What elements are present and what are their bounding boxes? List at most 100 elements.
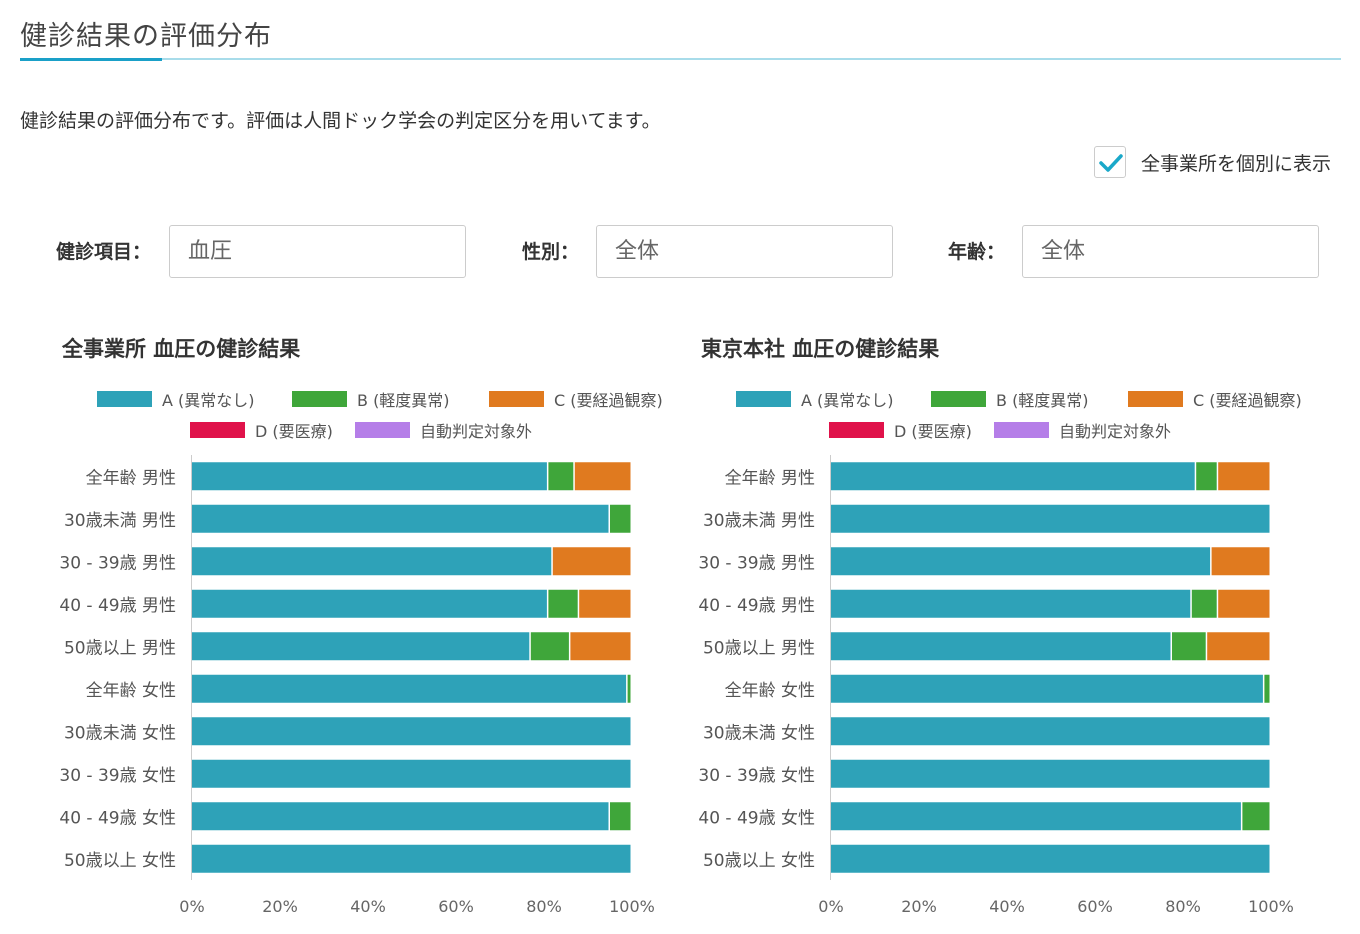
- bar-segment[interactable]: [192, 759, 631, 788]
- legend-label: C (要経過観察): [1193, 391, 1302, 410]
- page-title: 健診結果の評価分布: [20, 21, 272, 52]
- bar-segment[interactable]: [192, 844, 631, 873]
- bar-segment[interactable]: [831, 802, 1241, 831]
- bar-segment[interactable]: [627, 674, 631, 703]
- legend-swatch: [190, 422, 245, 438]
- bar-segment[interactable]: [831, 547, 1211, 576]
- checkup-item-label: 健診項目：: [56, 241, 152, 263]
- bar-segment[interactable]: [610, 802, 631, 831]
- bar-segment[interactable]: [831, 504, 1270, 533]
- bar-segment[interactable]: [1242, 802, 1270, 831]
- bar-segment[interactable]: [831, 844, 1270, 873]
- bar-segment[interactable]: [192, 674, 627, 703]
- category-label: 30 - 39歳 男性: [698, 553, 815, 573]
- legend-item[interactable]: C (要経過観察): [1128, 391, 1302, 410]
- bar-segment[interactable]: [192, 802, 609, 831]
- bar-segment[interactable]: [548, 462, 574, 491]
- category-label: 全年齢 女性: [725, 681, 815, 701]
- chart-title: 東京本社 血圧の健診結果: [701, 337, 939, 361]
- bar-segment[interactable]: [192, 717, 631, 746]
- title-divider-accent: [20, 58, 162, 61]
- category-label: 30歳未満 男性: [703, 511, 815, 531]
- chart-2: 東京本社 血圧の健診結果 A (異常なし) B (軽度異常) C (要経過観察) D (…: [698, 337, 1301, 916]
- bar-segment[interactable]: [831, 759, 1270, 788]
- legend-item[interactable]: D (要医療): [829, 422, 972, 441]
- legend-swatch: [736, 391, 791, 407]
- bar-segment[interactable]: [1218, 589, 1270, 618]
- bar-segment[interactable]: [192, 589, 547, 618]
- category-label: 全年齢 男性: [86, 468, 176, 488]
- x-tick-label: 40%: [989, 897, 1025, 916]
- show-all-offices-toggle[interactable]: 全事業所を個別に表示: [1094, 146, 1331, 178]
- x-tick-label: 100%: [1248, 897, 1294, 916]
- category-label: 30 - 39歳 女性: [59, 766, 176, 786]
- bar-segment[interactable]: [192, 632, 530, 661]
- category-label: 50歳以上 男性: [64, 638, 176, 658]
- legend-item[interactable]: A (異常なし): [97, 391, 255, 410]
- category-label: 30 - 39歳 女性: [698, 766, 815, 786]
- bar-segment[interactable]: [192, 462, 547, 491]
- age-select[interactable]: 全体: [1022, 225, 1319, 278]
- bar-segment[interactable]: [831, 717, 1270, 746]
- gender-select[interactable]: 全体: [596, 225, 893, 278]
- legend-item[interactable]: D (要医療): [190, 422, 333, 441]
- bar-segment[interactable]: [1211, 547, 1270, 576]
- bar-segment[interactable]: [548, 589, 578, 618]
- page-description: 健診結果の評価分布です。評価は人間ドック学会の判定区分を用いてます。: [20, 110, 661, 132]
- category-label: 30歳未満 男性: [64, 511, 176, 531]
- bar-segment[interactable]: [570, 632, 631, 661]
- legend-label: A (異常なし): [801, 391, 894, 410]
- bar-segment[interactable]: [610, 504, 631, 533]
- bar-segment[interactable]: [1207, 632, 1270, 661]
- bar-segment[interactable]: [831, 589, 1191, 618]
- legend-item[interactable]: B (軽度異常): [292, 391, 450, 410]
- x-tick-label: 80%: [526, 897, 562, 916]
- legend-label: B (軽度異常): [357, 391, 450, 410]
- x-tick-label: 60%: [1077, 897, 1113, 916]
- x-tick-label: 0%: [179, 897, 204, 916]
- legend-label: 自動判定対象外: [1059, 422, 1171, 441]
- x-tick-label: 80%: [1165, 897, 1201, 916]
- legend-item[interactable]: B (軽度異常): [931, 391, 1089, 410]
- x-tick-label: 20%: [901, 897, 937, 916]
- bar-segment[interactable]: [579, 589, 631, 618]
- x-tick-label: 0%: [818, 897, 843, 916]
- show-all-offices-checkbox[interactable]: [1094, 146, 1126, 178]
- legend-label: B (軽度異常): [996, 391, 1089, 410]
- legend-swatch: [355, 422, 410, 438]
- chart-title: 全事業所 血圧の健診結果: [61, 337, 300, 361]
- bar-segment[interactable]: [831, 462, 1195, 491]
- category-label: 40 - 49歳 男性: [59, 596, 176, 616]
- legend-swatch: [97, 391, 152, 407]
- category-label: 40 - 49歳 女性: [698, 808, 815, 828]
- legend-item[interactable]: 自動判定対象外: [355, 422, 532, 441]
- legend-item[interactable]: A (異常なし): [736, 391, 894, 410]
- checkmark-icon: [1099, 154, 1123, 172]
- legend-swatch: [994, 422, 1049, 438]
- bar-segment[interactable]: [831, 632, 1171, 661]
- bar-segment[interactable]: [574, 462, 631, 491]
- bar-segment[interactable]: [192, 547, 552, 576]
- bar-segment[interactable]: [1218, 462, 1270, 491]
- bar-segment[interactable]: [192, 504, 609, 533]
- category-label: 40 - 49歳 女性: [59, 808, 176, 828]
- bar-segment[interactable]: [1191, 589, 1217, 618]
- legend-swatch: [829, 422, 884, 438]
- legend-label: 自動判定対象外: [420, 422, 532, 441]
- legend-label: D (要医療): [255, 422, 333, 441]
- show-all-offices-label: 全事業所を個別に表示: [1141, 152, 1332, 175]
- legend-label: A (異常なし): [162, 391, 255, 410]
- bar-segment[interactable]: [1172, 632, 1206, 661]
- legend-item[interactable]: C (要経過観察): [489, 391, 663, 410]
- bar-segment[interactable]: [1264, 674, 1270, 703]
- checkup-item-select[interactable]: 血圧: [169, 225, 466, 278]
- category-label: 30歳未満 女性: [64, 723, 176, 743]
- category-label: 全年齢 男性: [725, 468, 815, 488]
- legend-item[interactable]: 自動判定対象外: [994, 422, 1171, 441]
- bar-segment[interactable]: [530, 632, 569, 661]
- bar-segment[interactable]: [552, 547, 631, 576]
- bar-segment[interactable]: [831, 674, 1263, 703]
- bar-segment[interactable]: [1196, 462, 1217, 491]
- legend-label: D (要医療): [894, 422, 972, 441]
